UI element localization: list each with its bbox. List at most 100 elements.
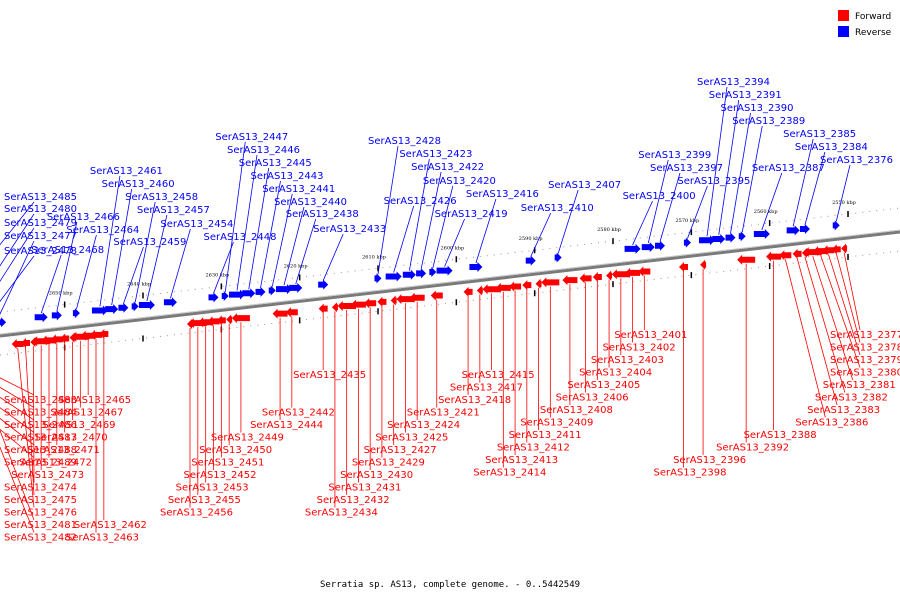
forward-gene-label[interactable]: SerAS13_2476 — [4, 508, 77, 519]
forward-gene-arrow[interactable] — [482, 284, 501, 295]
forward-gene-label[interactable]: SerAS13_2411 — [509, 430, 582, 441]
reverse-gene-arrow[interactable] — [221, 290, 229, 301]
reverse-gene-label[interactable]: SerAS13_2461 — [90, 166, 163, 177]
reverse-gene-arrow[interactable] — [799, 223, 810, 234]
reverse-gene-arrow[interactable] — [469, 262, 483, 273]
forward-gene-label[interactable]: SerAS13_2483 — [4, 395, 77, 406]
reverse-gene-label[interactable]: SerAS13_2384 — [795, 142, 868, 153]
reverse-gene-arrow[interactable] — [655, 240, 665, 251]
forward-gene-arrow[interactable] — [377, 296, 387, 307]
forward-gene-label[interactable]: SerAS13_2429 — [352, 458, 425, 469]
forward-gene-arrow[interactable] — [606, 270, 613, 281]
reverse-gene-label[interactable]: SerAS13_2448 — [204, 232, 277, 243]
reverse-gene-arrow[interactable] — [255, 286, 266, 297]
forward-gene-label[interactable]: SerAS13_2452 — [184, 470, 257, 481]
forward-gene-label[interactable]: SerAS13_2406 — [556, 393, 629, 404]
reverse-gene-arrow[interactable] — [641, 242, 655, 253]
forward-gene-label[interactable]: SerAS13_2489 — [4, 458, 77, 469]
forward-gene-label[interactable]: SerAS13_2463 — [66, 533, 139, 544]
reverse-gene-label[interactable]: SerAS13_2466 — [47, 212, 120, 223]
reverse-gene-arrow[interactable] — [131, 301, 139, 312]
reverse-gene-label[interactable]: SerAS13_2454 — [160, 219, 233, 230]
reverse-gene-label[interactable]: SerAS13_2400 — [623, 191, 696, 202]
forward-gene-arrow[interactable] — [779, 250, 792, 261]
forward-gene-arrow[interactable] — [522, 280, 532, 291]
forward-gene-label[interactable]: SerAS13_2470 — [35, 433, 108, 444]
reverse-gene-arrow[interactable] — [725, 232, 736, 243]
forward-gene-label[interactable]: SerAS13_2383 — [807, 405, 880, 416]
forward-gene-arrow[interactable] — [331, 302, 338, 313]
reverse-gene-label[interactable]: SerAS13_2423 — [399, 149, 472, 160]
forward-gene-arrow[interactable] — [611, 269, 630, 280]
forward-gene-label[interactable]: SerAS13_2418 — [438, 395, 511, 406]
reverse-gene-arrow[interactable] — [138, 300, 155, 311]
reverse-gene-label[interactable]: SerAS13_2376 — [820, 155, 893, 166]
forward-gene-arrow[interactable] — [188, 318, 207, 329]
forward-gene-label[interactable]: SerAS13_2444 — [250, 420, 323, 431]
forward-gene-arrow[interactable] — [638, 266, 651, 277]
reverse-gene-label[interactable]: SerAS13_2443 — [251, 171, 324, 182]
forward-gene-arrow[interactable] — [579, 273, 592, 284]
reverse-gene-label[interactable]: SerAS13_2410 — [521, 203, 594, 214]
forward-gene-arrow[interactable] — [792, 248, 802, 259]
forward-gene-label[interactable]: SerAS13_2388 — [744, 430, 817, 441]
reverse-gene-label[interactable]: SerAS13_2485 — [4, 192, 77, 203]
forward-gene-label[interactable]: SerAS13_2404 — [579, 368, 652, 379]
reverse-gene-label[interactable]: SerAS13_2480 — [4, 204, 77, 215]
forward-gene-label[interactable]: SerAS13_2450 — [199, 445, 272, 456]
forward-gene-label[interactable]: SerAS13_2455 — [168, 495, 241, 506]
reverse-gene-arrow[interactable] — [429, 266, 437, 277]
reverse-gene-label[interactable]: SerAS13_2446 — [227, 145, 300, 156]
forward-gene-arrow[interactable] — [737, 254, 756, 265]
forward-gene-label[interactable]: SerAS13_2402 — [603, 343, 676, 354]
forward-gene-arrow[interactable] — [396, 294, 415, 305]
reverse-gene-arrow[interactable] — [105, 304, 119, 315]
forward-gene-label[interactable]: SerAS13_2424 — [387, 420, 460, 431]
forward-gene-label[interactable]: SerAS13_2377 — [830, 330, 900, 341]
forward-gene-label[interactable]: SerAS13_2409 — [520, 418, 593, 429]
reverse-gene-label[interactable]: SerAS13_2422 — [411, 162, 484, 173]
forward-gene-label[interactable]: SerAS13_2431 — [328, 483, 401, 494]
forward-gene-label[interactable]: SerAS13_2392 — [716, 443, 789, 454]
forward-gene-arrow[interactable] — [803, 247, 822, 258]
forward-gene-arrow[interactable] — [285, 307, 298, 318]
reverse-gene-arrow[interactable] — [832, 220, 840, 231]
reverse-gene-arrow[interactable] — [118, 302, 129, 313]
reverse-gene-arrow[interactable] — [624, 243, 641, 254]
forward-gene-arrow[interactable] — [509, 281, 522, 292]
reverse-gene-label[interactable]: SerAS13_2428 — [368, 136, 441, 147]
reverse-gene-label[interactable]: SerAS13_2457 — [137, 205, 210, 216]
reverse-gene-label[interactable]: SerAS13_2395 — [677, 176, 750, 187]
reverse-gene-label[interactable]: SerAS13_2394 — [697, 77, 770, 88]
reverse-gene-label[interactable]: SerAS13_2407 — [548, 180, 621, 191]
reverse-gene-label[interactable]: SerAS13_2399 — [638, 150, 711, 161]
reverse-gene-label[interactable]: SerAS13_2478 — [4, 246, 77, 257]
reverse-gene-label[interactable]: SerAS13_2433 — [313, 224, 386, 235]
forward-gene-arrow[interactable] — [766, 251, 782, 262]
reverse-gene-label[interactable]: SerAS13_2458 — [125, 192, 198, 203]
reverse-gene-arrow[interactable] — [229, 289, 245, 300]
reverse-gene-label[interactable]: SerAS13_2441 — [262, 184, 335, 195]
forward-gene-arrow[interactable] — [216, 315, 226, 326]
reverse-gene-label[interactable]: SerAS13_2390 — [721, 103, 794, 114]
reverse-gene-arrow[interactable] — [91, 305, 108, 316]
forward-gene-label[interactable]: SerAS13_2412 — [497, 443, 570, 454]
reverse-gene-label[interactable]: SerAS13_2477 — [4, 231, 77, 242]
forward-gene-label[interactable]: SerAS13_2449 — [211, 433, 284, 444]
forward-gene-label[interactable]: SerAS13_2465 — [58, 395, 131, 406]
reverse-gene-arrow[interactable] — [51, 310, 62, 321]
forward-gene-label[interactable]: SerAS13_2488 — [4, 445, 77, 456]
reverse-gene-arrow[interactable] — [699, 235, 715, 246]
forward-gene-arrow[interactable] — [60, 333, 70, 344]
forward-gene-label[interactable]: SerAS13_2408 — [540, 405, 613, 416]
forward-gene-arrow[interactable] — [364, 298, 377, 309]
forward-gene-label[interactable]: SerAS13_2405 — [567, 380, 640, 391]
reverse-gene-arrow[interactable] — [374, 273, 382, 284]
forward-gene-label[interactable]: SerAS13_2434 — [305, 508, 378, 519]
forward-gene-arrow[interactable] — [541, 277, 560, 288]
forward-gene-arrow[interactable] — [226, 314, 233, 325]
forward-gene-label[interactable]: SerAS13_2398 — [654, 468, 727, 479]
reverse-gene-arrow[interactable] — [163, 297, 177, 308]
forward-gene-label[interactable]: SerAS13_2396 — [673, 455, 746, 466]
reverse-gene-label[interactable]: SerAS13_2479 — [4, 218, 77, 229]
